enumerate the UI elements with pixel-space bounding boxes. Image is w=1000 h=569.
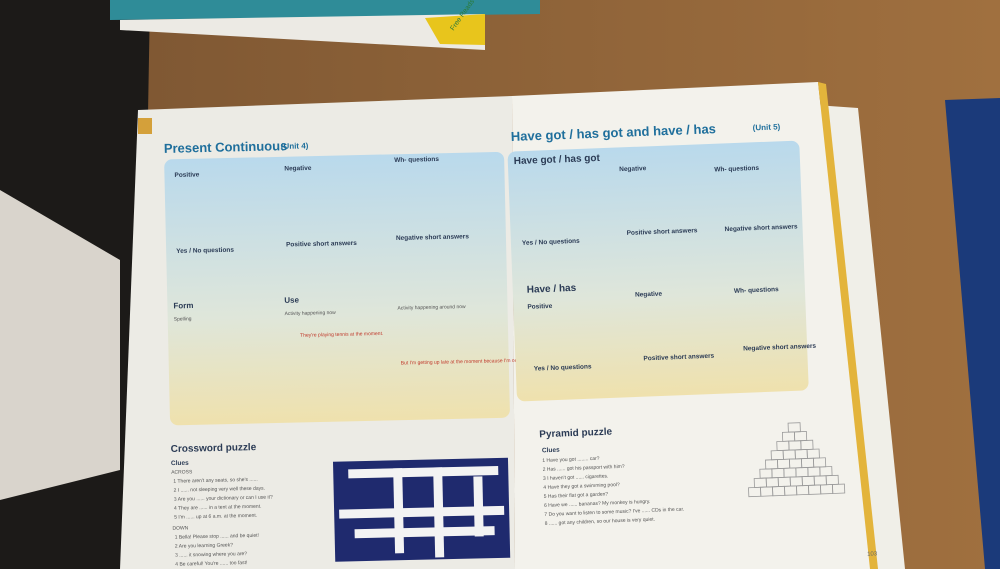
clue: 7 Do you want to listen to some music? I… [544, 507, 684, 518]
pyramid-cell [832, 483, 846, 494]
grammar-heading: Positive short answers [643, 353, 714, 363]
puzzle-title: Crossword puzzle [171, 442, 257, 455]
grammar-heading: Negative [284, 165, 312, 173]
example: They're playing tennis at the moment. [300, 331, 383, 339]
clue-group: DOWN [172, 525, 188, 531]
clue: 8 ...... got any children, so our house … [545, 517, 655, 527]
page-number: 103 [867, 551, 878, 557]
clues-heading: Clues [171, 460, 189, 467]
grammar-heading: Negative short answers [743, 343, 817, 353]
section-heading: Have / has [527, 283, 577, 296]
grammar-heading: Negative [635, 291, 663, 299]
section-heading: Form [173, 301, 193, 310]
grammar-heading: Yes / No questions [534, 363, 592, 372]
clue: 5 Has their flat got a garden? [544, 491, 609, 499]
clue: 4 Be careful! You're ...... too fast! [175, 560, 247, 568]
clue: 4 They are ...... in a tent at the momen… [174, 504, 262, 512]
crossword-cells [339, 465, 505, 558]
puzzle-title: Pyramid puzzle [539, 427, 613, 441]
grammar-heading: Wh- questions [394, 156, 439, 164]
grammar-heading: Wh- questions [714, 165, 759, 174]
grammar-heading: Negative short answers [396, 233, 469, 242]
left-content: Present Continuous(Unit 4) Positive Negati… [164, 138, 536, 568]
grammar-heading: Positive [174, 171, 199, 179]
clue: 3 ...... it snowing where you are? [175, 551, 247, 559]
clue: 3 I haven't got ...... cigarettes. [543, 473, 609, 482]
subheading: Activity happening now [285, 310, 337, 317]
pyramid [748, 422, 846, 498]
grammar-heading: Negative [619, 165, 647, 173]
grammar-heading: Positive [527, 303, 553, 311]
blue-book [945, 98, 1000, 569]
right-content: Have got / has got and have / has (Unit 5… [507, 121, 878, 558]
clue: 1 There aren't any seats, so she's .....… [173, 477, 257, 485]
clue: 5 I'm ...... up at 6 a.m. at the moment. [174, 513, 257, 521]
unit-label: (Unit 4) [281, 141, 309, 151]
grammar-heading: Negative short answers [724, 223, 798, 233]
page-title: Present Continuous [164, 138, 288, 156]
grammar-heading: Yes / No questions [522, 238, 580, 247]
grammar-box [507, 140, 809, 402]
clues-heading: Clues [542, 447, 560, 455]
grammar-box [164, 151, 510, 426]
top-book-label-bg [425, 14, 485, 45]
example: But I'm getting up late at the moment be… [401, 357, 536, 366]
grammar-heading: Positive short answers [627, 227, 698, 237]
left-text: Present Continuous(Unit 4) Positive Negati… [164, 138, 536, 568]
clue: 6 Have we ...... bananas? My monkey is h… [544, 499, 651, 509]
unit-label: (Unit 5) [753, 122, 781, 132]
top-book-pages [120, 14, 485, 50]
clue-group: ACROSS [171, 469, 193, 475]
grammar-heading: Wh- questions [734, 286, 779, 295]
clue: 1 Bella! Please stop ...... and be quiet… [175, 533, 259, 541]
clue: 1 Have you got ........ car? [542, 456, 600, 464]
right-text: Have got / has got and have / has (Unit 5… [511, 121, 878, 558]
subheading: Spelling [174, 316, 192, 322]
tab [138, 118, 152, 134]
page-edge [818, 82, 878, 569]
floor-tile [0, 190, 120, 500]
grammar-heading: Positive short answers [286, 240, 357, 249]
clue: 2 Has ...... got his passport with him? [543, 464, 625, 473]
section-heading: Have got / has got [514, 153, 601, 167]
subheading: Activity happening around now [397, 304, 466, 312]
clue: 3 Are you ...... your dictionary or can … [174, 494, 273, 502]
section-heading: Use [284, 296, 299, 305]
grammar-heading: Yes / No questions [176, 247, 234, 255]
clue: 4 Have they got a swimming pool? [543, 482, 620, 491]
clue: 2 Are you learning Greek? [175, 542, 233, 549]
clue: 2 I ...... not sleeping very well these … [174, 486, 266, 494]
